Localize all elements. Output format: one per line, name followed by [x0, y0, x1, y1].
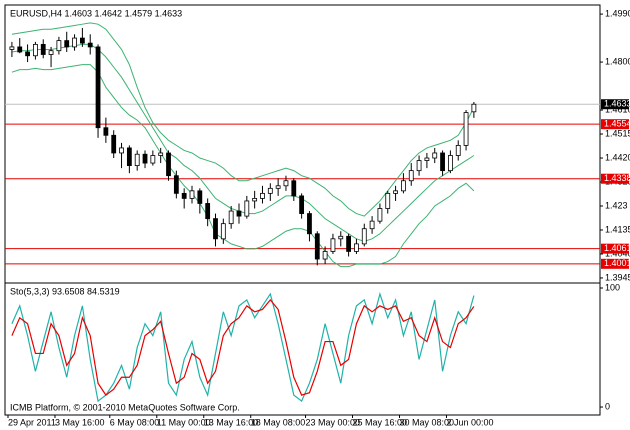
candle-body [173, 175, 179, 194]
candle-body [361, 228, 367, 245]
stochastic-line [11, 291, 475, 403]
candle-body [385, 192, 391, 209]
candle-body [181, 192, 187, 199]
candle-body [252, 198, 258, 202]
y-tick-label: 1.3945 [605, 272, 630, 282]
price-label: 1.4633 [604, 99, 630, 109]
y-tick-label: 1.4420 [605, 152, 630, 162]
chart-title: EURUSD,H4 1.4603 1.4642 1.4579 1.4633 [10, 8, 182, 18]
candle-body [40, 43, 46, 55]
candle-body [134, 153, 140, 166]
price-label: 1.4338 [604, 173, 630, 183]
candle-body [72, 37, 77, 48]
candle-body [314, 233, 320, 260]
price-label-box [601, 173, 629, 184]
bollinger-band [11, 64, 475, 268]
x-tick-label: 25 May 16:00 [353, 417, 408, 427]
candle-body [455, 144, 461, 156]
candle-body [220, 223, 226, 240]
bollinger-band [11, 22, 475, 217]
candle-body [307, 213, 312, 235]
price-label-box [601, 258, 629, 269]
x-tick-label: 13 May 16:00 [204, 417, 259, 427]
x-tick-label: 11 May 00:00 [157, 417, 211, 427]
candle-body [189, 190, 195, 199]
price-label-box [601, 243, 629, 254]
candle-body [158, 152, 164, 156]
candle-body [95, 46, 101, 129]
candle-body [346, 235, 352, 252]
candle-body [79, 37, 85, 44]
candle-body [213, 218, 218, 240]
y-tick-label: 1.4800 [605, 56, 630, 66]
candle-body [322, 251, 328, 260]
candle-body [260, 192, 265, 199]
indicator-label: Sto(5,3,3) 93.6508 84.5319 [10, 286, 120, 296]
price-label-box [601, 119, 629, 130]
x-tick-label: 30 May 08:00 [400, 417, 455, 427]
y-tick-label: 1.4610 [605, 104, 630, 114]
candle-body [205, 203, 211, 220]
copyright: ICMB Platform, © 2001-2010 MetaQuotes So… [10, 402, 240, 412]
price-label: 1.4001 [604, 258, 630, 268]
candle-body [354, 243, 359, 252]
candle-body [338, 235, 344, 240]
x-tick-label: 2 Jun 00:00 [446, 417, 493, 427]
price-label: 1.4554 [604, 119, 630, 129]
candle-body [393, 190, 398, 194]
candle-body [103, 127, 109, 136]
candle-body [228, 210, 234, 225]
candle-body [166, 152, 171, 177]
x-tick-label: 23 May 00:00 [306, 417, 361, 427]
candle-body [401, 180, 406, 192]
x-tick-label: 29 Apr 2011 [8, 417, 56, 427]
candle-body [291, 180, 297, 197]
candle-body [87, 42, 93, 48]
candle-body [275, 185, 281, 189]
y-tick-label: 1.4515 [605, 128, 630, 138]
candle-body [56, 40, 62, 52]
candle-body [432, 152, 438, 159]
candle-body [244, 200, 250, 217]
candle-body [471, 103, 477, 113]
stochastic-line [11, 298, 475, 396]
x-tick-label: 3 May 16:00 [55, 417, 105, 427]
candle-body [119, 147, 124, 154]
candle-body [440, 152, 445, 172]
price-label: 1.4061 [604, 243, 630, 253]
candle-body [48, 50, 54, 55]
candle-body [463, 112, 469, 146]
y-tick-label: 0 [605, 401, 610, 411]
candle-body [9, 46, 15, 50]
x-tick-label: 6 May 08:00 [110, 417, 160, 427]
candle-body [25, 51, 30, 57]
candle-body [197, 190, 203, 204]
candle-body [142, 153, 148, 164]
candle-body [447, 155, 453, 172]
x-tick-label: 18 May 08:00 [251, 417, 306, 427]
candle-body [236, 210, 242, 217]
candle-body [299, 195, 305, 214]
candle-body [126, 147, 132, 166]
y-tick-label: 1.4990 [605, 8, 630, 18]
candle-body [17, 46, 23, 53]
y-tick-label: 1.4135 [605, 224, 630, 234]
candle-body [64, 40, 70, 48]
candle-body [416, 160, 422, 172]
candle-body [377, 208, 383, 222]
price-label-box [601, 99, 629, 110]
candle-body [267, 187, 273, 194]
y-tick-label: 1.423 [605, 200, 628, 210]
candle-body [33, 43, 38, 57]
candle-body [150, 155, 156, 164]
candle-body [330, 238, 336, 252]
candle-body [111, 134, 117, 154]
candle-body [408, 170, 414, 182]
y-tick-label: 100 [605, 282, 620, 292]
candle-body [424, 157, 430, 161]
candle-body [369, 220, 375, 230]
candle-body [283, 180, 289, 187]
